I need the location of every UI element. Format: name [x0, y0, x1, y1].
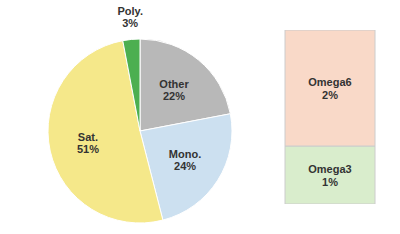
svg-text:Poly.3%: Poly.3% [117, 5, 142, 29]
svg-text:Sat.51%: Sat.51% [77, 131, 99, 155]
svg-text:Other22%: Other22% [159, 78, 189, 102]
svg-text:Omega62%: Omega62% [308, 76, 351, 101]
svg-text:Omega31%: Omega31% [308, 163, 351, 188]
svg-text:Mono.24%: Mono.24% [169, 148, 201, 172]
